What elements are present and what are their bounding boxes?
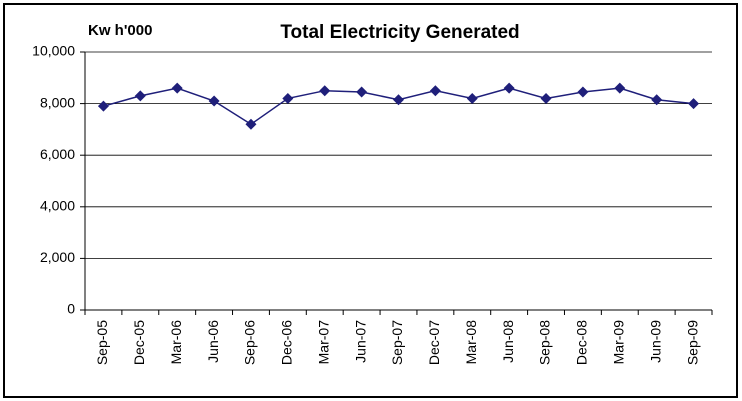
- x-tick-label: Jun-08: [500, 320, 516, 363]
- x-tick-label: Mar-08: [463, 320, 479, 365]
- marker: [282, 92, 294, 104]
- x-tick-label: Dec-08: [574, 320, 590, 365]
- chart-frame: [3, 3, 738, 398]
- marker: [356, 86, 368, 98]
- marker: [466, 92, 478, 104]
- marker: [540, 92, 552, 104]
- y-tick-label: 6,000: [40, 146, 75, 162]
- y-tick-label: 0: [67, 301, 75, 317]
- x-tick-label: Sep-09: [684, 320, 700, 365]
- x-tick-label: Sep-06: [242, 320, 258, 365]
- marker: [208, 95, 220, 107]
- y-tick-label: 8,000: [40, 94, 75, 110]
- x-tick-label: Jun-06: [205, 320, 221, 363]
- marker: [651, 94, 663, 106]
- marker: [393, 94, 404, 106]
- x-tick-label: Dec-06: [279, 320, 295, 365]
- chart-title: Total Electricity Generated: [280, 22, 519, 43]
- y-tick-label: 10,000: [32, 43, 75, 59]
- marker: [319, 85, 331, 97]
- marker: [503, 82, 515, 94]
- x-tick-label: Jun-09: [647, 320, 663, 363]
- marker: [245, 118, 257, 130]
- x-tick-label: Mar-09: [610, 320, 626, 365]
- x-tick-label: Dec-07: [426, 320, 442, 365]
- x-tick-label: Mar-07: [315, 320, 331, 365]
- x-tick-label: Sep-05: [94, 320, 110, 365]
- x-tick-label: Dec-05: [131, 320, 147, 365]
- marker: [614, 82, 626, 94]
- marker: [688, 98, 700, 110]
- marker: [429, 85, 441, 97]
- marker: [134, 90, 146, 102]
- x-tick-label: Sep-08: [537, 320, 553, 365]
- y-axis-label: Kw h'000: [88, 22, 152, 39]
- marker: [577, 86, 589, 98]
- x-tick-label: Jun-07: [352, 320, 368, 363]
- x-tick-label: Mar-06: [168, 320, 184, 365]
- marker: [97, 100, 109, 112]
- x-tick-label: Sep-07: [389, 320, 405, 365]
- y-tick-label: 4,000: [40, 198, 75, 214]
- y-tick-label: 2,000: [40, 249, 75, 265]
- marker: [171, 82, 183, 94]
